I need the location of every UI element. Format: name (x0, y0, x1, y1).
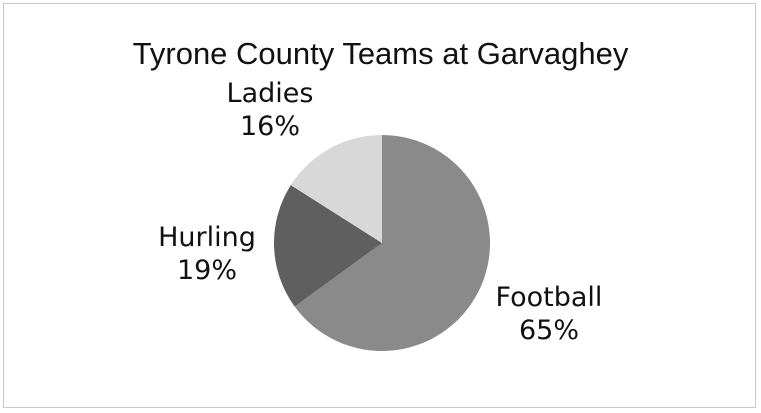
slice-label-football: Football (496, 282, 603, 313)
slice-value-football: 65% (519, 315, 579, 346)
slice-value-hurling: 19% (177, 255, 237, 286)
chart-title: Tyrone County Teams at Garvaghey (132, 36, 629, 71)
pie-slice-ladies (290, 135, 382, 243)
pie-slice-football (294, 135, 490, 351)
pie-slice-hurling (274, 185, 382, 307)
slice-value-ladies: 16% (240, 111, 300, 142)
pie-slices (274, 135, 490, 351)
slice-label-ladies: Ladies (227, 78, 314, 109)
slice-label-hurling: Hurling (158, 222, 256, 253)
